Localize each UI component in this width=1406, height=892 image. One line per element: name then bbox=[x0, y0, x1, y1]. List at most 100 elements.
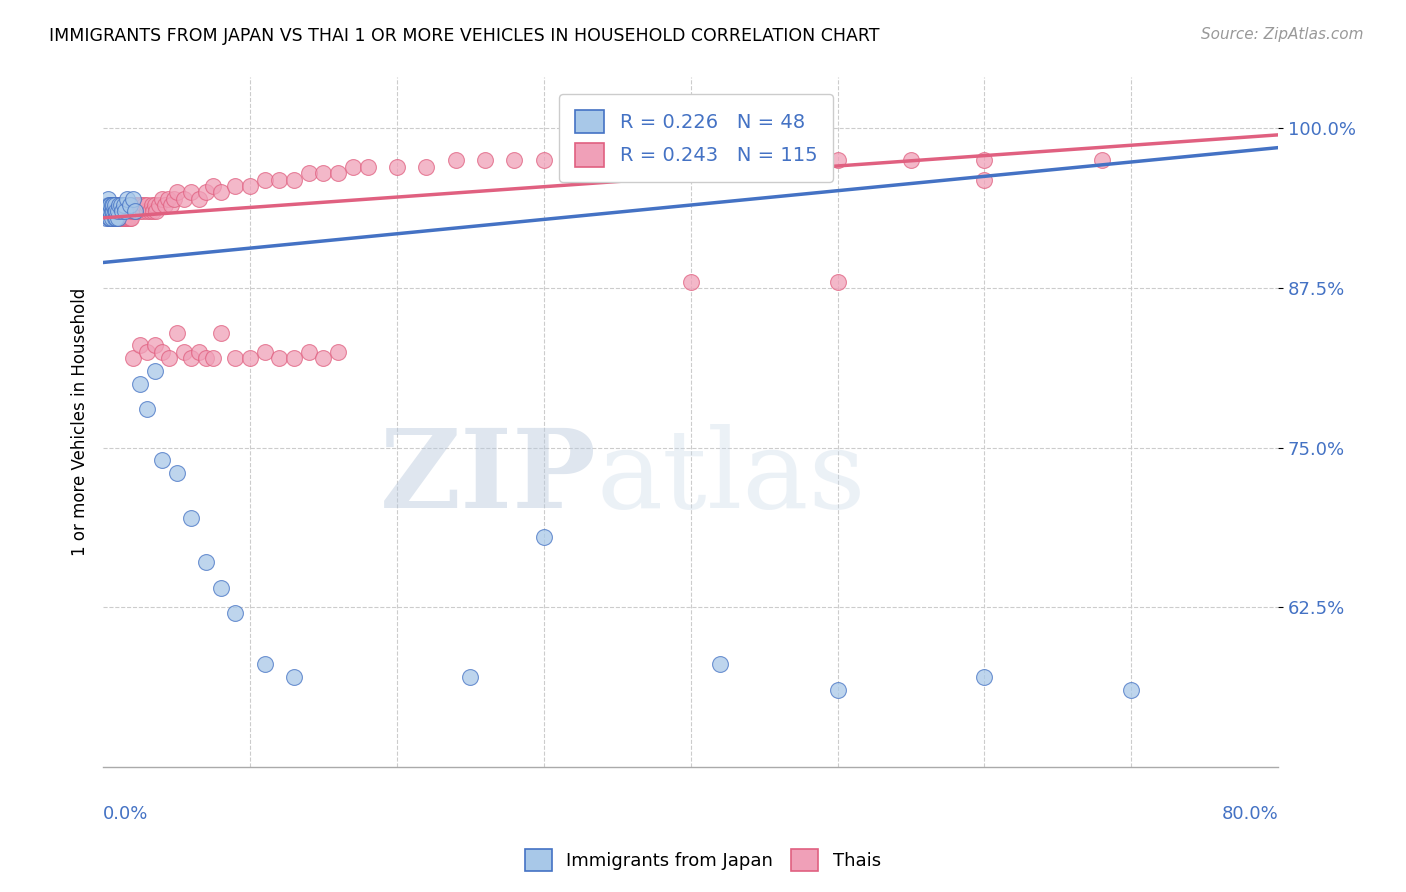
Point bbox=[98, 204, 121, 219]
Point bbox=[121, 351, 143, 366]
Point bbox=[120, 211, 142, 225]
Point bbox=[180, 351, 202, 366]
Point bbox=[118, 198, 141, 212]
Point bbox=[111, 204, 134, 219]
Point bbox=[973, 153, 995, 168]
Point bbox=[1091, 153, 1114, 168]
Point bbox=[112, 211, 135, 225]
Point bbox=[194, 186, 217, 200]
Point bbox=[103, 204, 125, 219]
Point bbox=[131, 198, 153, 212]
Point bbox=[101, 204, 124, 219]
Point bbox=[224, 351, 246, 366]
Point bbox=[150, 344, 173, 359]
Point bbox=[141, 198, 163, 212]
Point bbox=[827, 153, 849, 168]
Point bbox=[104, 211, 127, 225]
Point bbox=[157, 351, 180, 366]
Point bbox=[356, 160, 378, 174]
Point bbox=[104, 198, 127, 212]
Point bbox=[128, 376, 150, 391]
Point bbox=[283, 351, 305, 366]
Point bbox=[122, 204, 145, 219]
Point bbox=[827, 683, 849, 698]
Point bbox=[105, 211, 128, 225]
Point bbox=[752, 153, 775, 168]
Point bbox=[96, 198, 118, 212]
Point bbox=[100, 204, 122, 219]
Point bbox=[117, 204, 139, 219]
Point bbox=[128, 338, 150, 352]
Point bbox=[148, 198, 170, 212]
Point bbox=[253, 657, 276, 672]
Point bbox=[104, 198, 127, 212]
Point bbox=[98, 211, 121, 225]
Point bbox=[224, 178, 246, 193]
Point bbox=[101, 198, 124, 212]
Point bbox=[101, 204, 124, 219]
Point bbox=[104, 204, 127, 219]
Point bbox=[96, 204, 118, 219]
Legend: R = 0.226   N = 48, R = 0.243   N = 115: R = 0.226 N = 48, R = 0.243 N = 115 bbox=[560, 94, 832, 182]
Point bbox=[111, 198, 134, 212]
Point bbox=[112, 198, 135, 212]
Point bbox=[312, 351, 335, 366]
Point bbox=[120, 204, 142, 219]
Point bbox=[385, 160, 408, 174]
Point bbox=[239, 178, 262, 193]
Point bbox=[173, 344, 195, 359]
Point bbox=[139, 204, 162, 219]
Point bbox=[115, 211, 138, 225]
Point bbox=[202, 178, 225, 193]
Point bbox=[107, 198, 129, 212]
Point bbox=[136, 402, 159, 417]
Point bbox=[312, 166, 335, 180]
Point bbox=[136, 204, 159, 219]
Point bbox=[114, 211, 136, 225]
Point bbox=[108, 211, 131, 225]
Point bbox=[121, 198, 143, 212]
Point bbox=[166, 186, 188, 200]
Point bbox=[143, 198, 166, 212]
Point bbox=[107, 211, 129, 225]
Point bbox=[104, 204, 127, 219]
Point bbox=[110, 198, 132, 212]
Point bbox=[100, 204, 122, 219]
Point bbox=[136, 344, 159, 359]
Point bbox=[124, 204, 146, 219]
Point bbox=[111, 211, 134, 225]
Point bbox=[283, 172, 305, 186]
Point bbox=[105, 204, 128, 219]
Point bbox=[94, 211, 117, 225]
Point bbox=[100, 211, 122, 225]
Point bbox=[150, 453, 173, 467]
Point bbox=[98, 211, 121, 225]
Point bbox=[973, 172, 995, 186]
Point bbox=[101, 211, 124, 225]
Point bbox=[127, 198, 149, 212]
Point bbox=[606, 153, 628, 168]
Y-axis label: 1 or more Vehicles in Household: 1 or more Vehicles in Household bbox=[72, 288, 89, 556]
Point bbox=[159, 198, 181, 212]
Point bbox=[100, 198, 122, 212]
Text: IMMIGRANTS FROM JAPAN VS THAI 1 OR MORE VEHICLES IN HOUSEHOLD CORRELATION CHART: IMMIGRANTS FROM JAPAN VS THAI 1 OR MORE … bbox=[49, 27, 880, 45]
Point bbox=[114, 204, 136, 219]
Point bbox=[124, 198, 146, 212]
Point bbox=[298, 166, 321, 180]
Point bbox=[108, 198, 131, 212]
Text: 0.0%: 0.0% bbox=[103, 805, 149, 823]
Point bbox=[326, 344, 349, 359]
Point bbox=[209, 186, 232, 200]
Point bbox=[326, 166, 349, 180]
Point bbox=[202, 351, 225, 366]
Point bbox=[533, 530, 555, 544]
Point bbox=[108, 204, 131, 219]
Point bbox=[98, 198, 121, 212]
Point bbox=[93, 204, 115, 219]
Point bbox=[253, 344, 276, 359]
Point bbox=[239, 351, 262, 366]
Point bbox=[98, 198, 121, 212]
Point bbox=[679, 153, 702, 168]
Point bbox=[107, 204, 129, 219]
Point bbox=[143, 338, 166, 352]
